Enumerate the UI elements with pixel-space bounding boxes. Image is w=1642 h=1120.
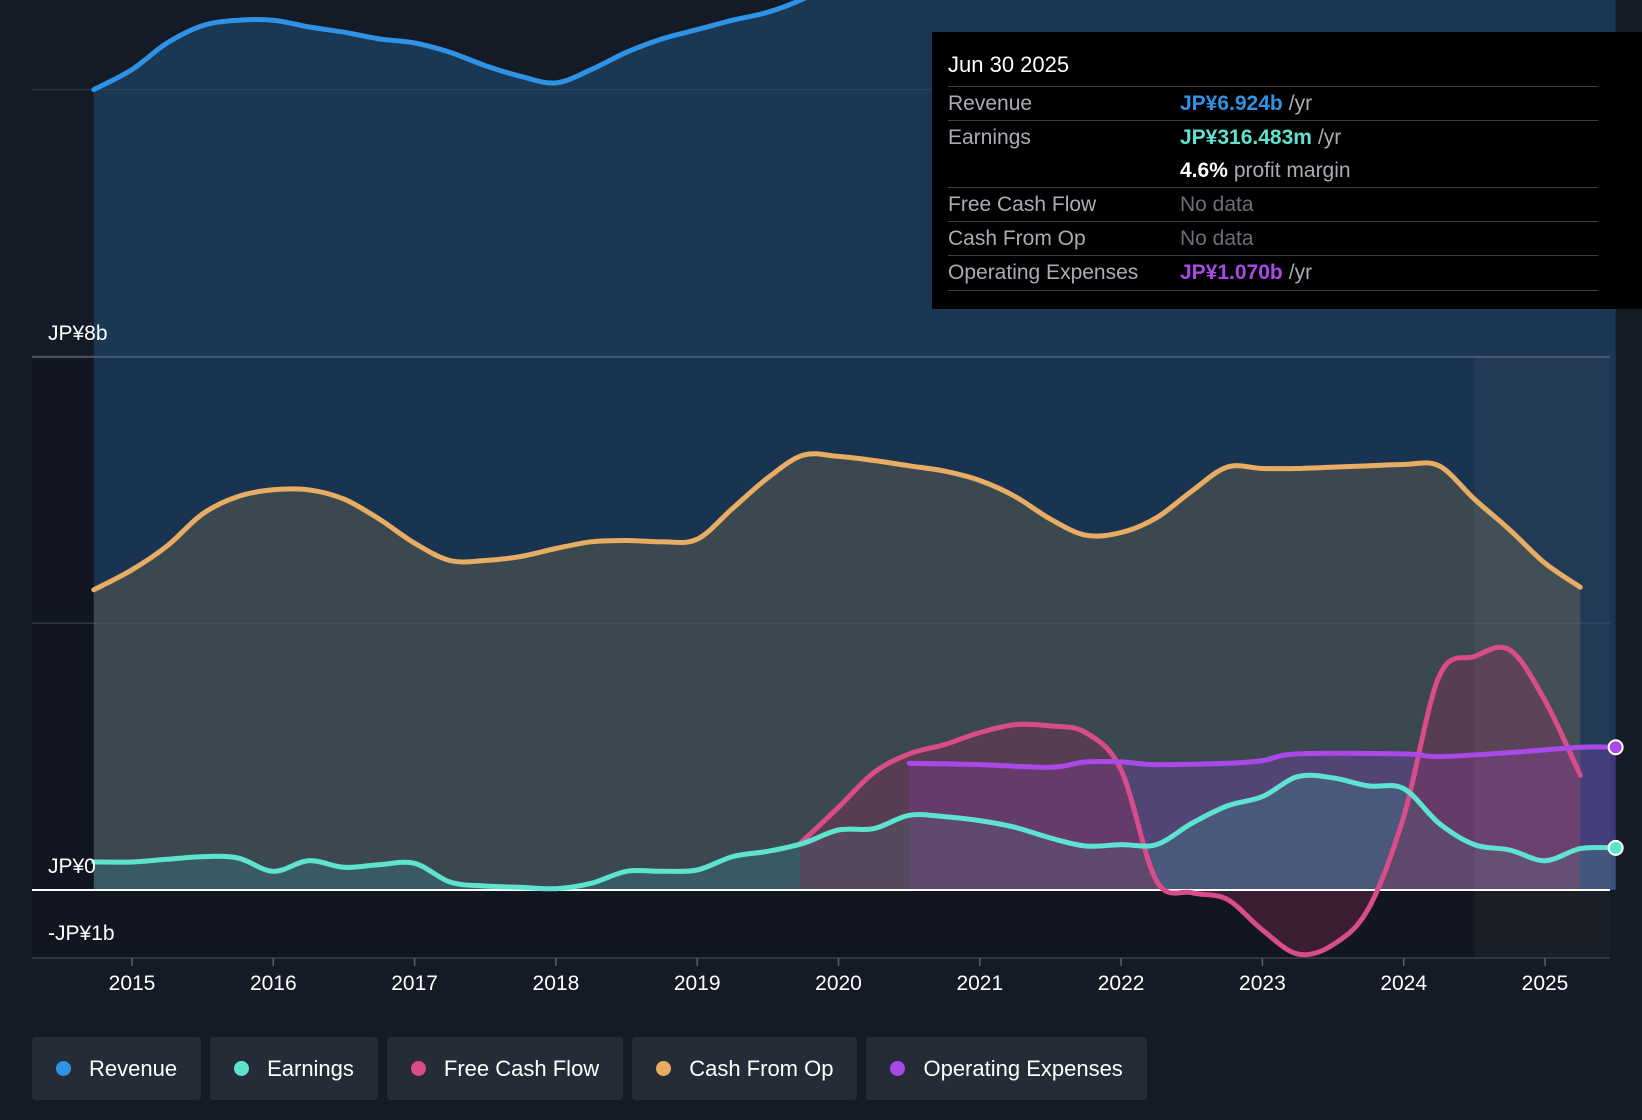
- tooltip-label: Free Cash Flow: [948, 192, 1097, 216]
- legend-item-earnings[interactable]: Earnings: [210, 1037, 378, 1100]
- legend-label: Cash From Op: [689, 1055, 834, 1081]
- x-tick-label: 2015: [109, 972, 156, 995]
- tooltip-row-revenue: Revenue JP¥6.924b /yr: [948, 86, 1598, 120]
- y-tick-label: -JP¥1b: [48, 922, 115, 945]
- x-axis-labels: 2015 2016 2017 2018 2019 2020 2021 2022 2023 2024…: [109, 958, 1569, 995]
- tooltip-value: No data: [1180, 192, 1254, 216]
- x-tick-label: 2022: [1098, 972, 1145, 995]
- legend-dot-icon: [890, 1061, 906, 1076]
- area-operating-expenses: [909, 746, 1616, 890]
- legend-dot-icon: [410, 1061, 426, 1076]
- tooltip-row-free-cash-flow: Free Cash Flow No data: [948, 187, 1598, 221]
- tooltip-row-profit-margin: 4.6% profit margin: [948, 154, 1598, 187]
- end-markers: [1607, 739, 1624, 856]
- tooltip-value: JP¥6.924b: [1180, 91, 1283, 115]
- tooltip-label: Earnings: [948, 125, 1031, 149]
- legend-label: Operating Expenses: [923, 1055, 1123, 1081]
- legend-label: Earnings: [267, 1055, 354, 1081]
- tooltip-unit: /yr: [1317, 125, 1342, 149]
- tooltip-value: 4.6%: [1180, 158, 1228, 182]
- x-tick-label: 2019: [674, 972, 721, 995]
- legend: Revenue Earnings Free Cash Flow Cash Fro…: [32, 1037, 1147, 1100]
- x-tick-label: 2020: [815, 972, 862, 995]
- x-tick-label: 2023: [1239, 972, 1286, 995]
- tooltip: Jun 30 2025 Revenue JP¥6.924b /yr Earnin…: [932, 32, 1642, 309]
- series-lines: [32, 0, 1619, 958]
- legend-item-operating-expenses[interactable]: Operating Expenses: [866, 1037, 1147, 1100]
- tooltip-bottom-rule: [948, 289, 1598, 291]
- tooltip-value: JP¥316.483m: [1180, 125, 1312, 149]
- legend-item-cash-from-op[interactable]: Cash From Op: [632, 1037, 858, 1100]
- tooltip-value: JP¥1.070b: [1180, 260, 1283, 284]
- tooltip-unit: profit margin: [1233, 158, 1351, 182]
- y-axis-labels: JP¥8b JP¥0 -JP¥1b: [48, 322, 115, 945]
- tooltip-date: Jun 30 2025: [948, 52, 1070, 77]
- tooltip-row-cash-from-op: Cash From Op No data: [948, 221, 1598, 255]
- tooltip-row-earnings: Earnings JP¥316.483m /yr: [948, 120, 1598, 154]
- legend-dot-icon: [56, 1061, 71, 1076]
- y-tick-label: JP¥8b: [48, 322, 108, 345]
- line-earnings: [91, 772, 1619, 892]
- line-cash-from-op: [91, 451, 1583, 593]
- line-chart: JP¥8b JP¥0 -JP¥1b 2015 2016 2017 2018 2019 2020…: [32, 0, 1624, 995]
- tooltip-row-operating-expenses: Operating Expenses JP¥1.070b /yr: [948, 255, 1598, 289]
- end-marker-operating-expenses: [1607, 739, 1624, 756]
- line-operating-expenses: [906, 744, 1619, 770]
- x-tick-label: 2021: [956, 972, 1003, 995]
- x-tick-label: 2018: [533, 972, 580, 995]
- x-tick-label: 2025: [1522, 972, 1569, 995]
- tooltip-value: No data: [1180, 226, 1254, 250]
- x-tick-label: 2017: [391, 972, 438, 995]
- legend-item-revenue[interactable]: Revenue: [32, 1037, 202, 1100]
- x-tick-label: 2024: [1380, 972, 1427, 995]
- line-free-cash-flow: [797, 644, 1583, 958]
- legend-item-free-cash-flow[interactable]: Free Cash Flow: [386, 1037, 624, 1100]
- tooltip-label: Cash From Op: [948, 226, 1086, 250]
- tooltip-unit: /yr: [1288, 260, 1313, 284]
- line-revenue: [91, 0, 807, 93]
- tooltip-label: Revenue: [948, 91, 1033, 115]
- end-marker-earnings: [1607, 839, 1624, 856]
- x-tick-label: 2016: [250, 972, 297, 995]
- legend-label: Free Cash Flow: [443, 1055, 600, 1081]
- tooltip-unit: /yr: [1288, 91, 1313, 115]
- legend-dot-icon: [234, 1061, 250, 1076]
- legend-label: Revenue: [89, 1055, 178, 1081]
- forecast-highlight: [1474, 357, 1610, 958]
- legend-dot-icon: [656, 1061, 672, 1076]
- tooltip-label: Operating Expenses: [948, 260, 1139, 284]
- y-tick-label: JP¥0: [48, 855, 96, 878]
